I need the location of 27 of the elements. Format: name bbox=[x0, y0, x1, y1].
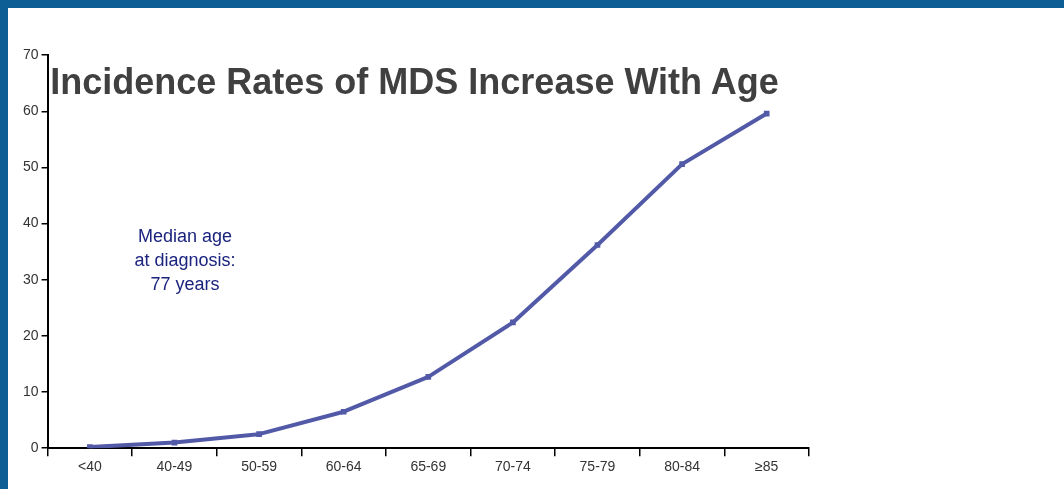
point bbox=[763, 110, 770, 117]
x-tick-label: 40-49 bbox=[156, 458, 193, 475]
y-tick-label: 20 bbox=[22, 326, 39, 343]
point bbox=[679, 161, 685, 167]
x-tick-label: 75-79 bbox=[579, 458, 616, 475]
point bbox=[256, 431, 262, 437]
chart-title: Incidence Rates of MDS Increase With Age bbox=[50, 60, 779, 102]
y-tick-label: 40 bbox=[22, 214, 39, 231]
x-tick-label: 80-84 bbox=[664, 458, 701, 475]
point bbox=[340, 408, 347, 415]
y-tick-label: 50 bbox=[22, 158, 39, 175]
point bbox=[510, 319, 516, 326]
x-tick-label: 70-74 bbox=[494, 458, 531, 475]
y-tick-label: 10 bbox=[22, 382, 39, 399]
y-tick-label: 0 bbox=[30, 439, 39, 456]
point bbox=[425, 374, 432, 380]
x-tick-label: ≥85 bbox=[755, 458, 779, 475]
x-tick-label: 65-69 bbox=[410, 458, 447, 475]
x-tick-label: 60-64 bbox=[325, 458, 362, 475]
y-tick-label: 70 bbox=[22, 46, 39, 63]
point bbox=[87, 444, 93, 449]
x-tick-label: <40 bbox=[78, 458, 102, 475]
y-tick-label: 60 bbox=[22, 102, 39, 119]
y-tick-label: 30 bbox=[22, 270, 39, 287]
point bbox=[594, 242, 601, 248]
x-tick-label: 50-59 bbox=[241, 458, 278, 475]
annotation: Median age at diagnosis: 77 years bbox=[134, 226, 236, 294]
